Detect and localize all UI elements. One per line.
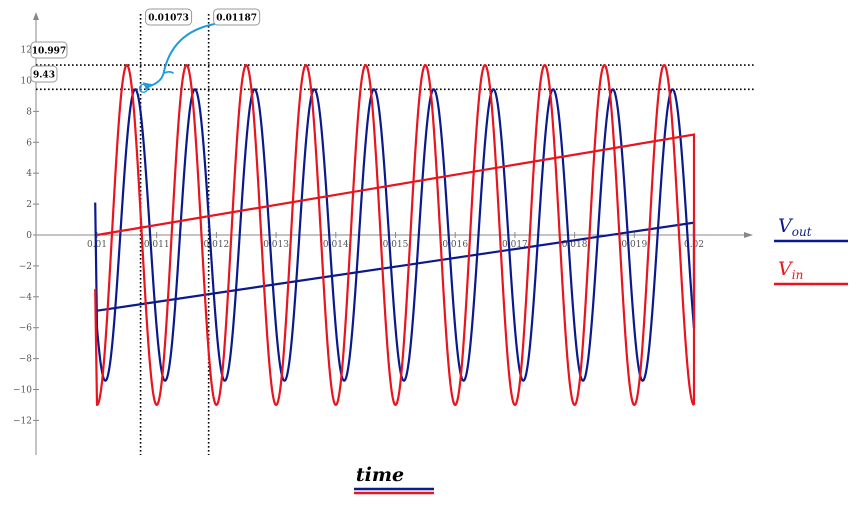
readout-markers xyxy=(36,14,756,455)
y-tick-label: −12 xyxy=(13,416,32,426)
legend-vout-label: Vout xyxy=(778,215,812,239)
y-tick-label: −2 xyxy=(19,262,32,272)
annotation-arrow-stroke xyxy=(163,71,175,75)
y-tick-label: −4 xyxy=(19,293,33,303)
x-axis-label: time xyxy=(354,464,434,495)
series-vout-ramp xyxy=(96,221,696,328)
readout-label-y1: 10.997 xyxy=(32,47,66,57)
annotation-point-marker xyxy=(138,83,149,94)
legend-vin-label: Vin xyxy=(778,258,803,282)
y-tick-label: −8 xyxy=(19,355,33,365)
x-tick-label: 0.012 xyxy=(204,240,230,250)
readout-label-x2-box xyxy=(213,8,261,26)
readout-label-y2: 9.43 xyxy=(33,71,55,81)
y-tick-label: 12 xyxy=(21,46,32,56)
readout-labels: 0.01073 0.01187 10.997 9.43 xyxy=(30,8,261,83)
y-tick-label: −10 xyxy=(13,386,32,396)
y-tick-label: 0 xyxy=(26,231,32,241)
y-tick-label: −6 xyxy=(19,324,33,334)
x-tick-label: 0.016 xyxy=(442,240,468,250)
readout-label-x2: 0.01187 xyxy=(216,14,257,24)
x-tick-label: 0.013 xyxy=(263,240,289,250)
y-tick-label: 10 xyxy=(21,77,33,87)
y-tick-label: 2 xyxy=(26,200,32,210)
series-vin-ramp xyxy=(96,133,696,405)
tick-labels: −12 −10 −8 −6 −4 −2 0 2 4 6 8 10 12 0.01 0.011 0.012 0.0… xyxy=(13,46,704,427)
series-vout-sine xyxy=(94,88,696,382)
x-tick-label: 0.014 xyxy=(323,240,349,250)
annotation-arrow-curve xyxy=(162,23,215,74)
y-tick-label: 8 xyxy=(26,107,32,117)
x-tick-label: 0.018 xyxy=(562,240,588,250)
readout-label-y2-box xyxy=(30,65,58,83)
series-lines xyxy=(94,63,696,406)
y-tick-label: 4 xyxy=(26,169,32,179)
x-tick-label: 0.01 xyxy=(87,240,107,250)
annotation-arrow xyxy=(138,23,215,94)
x-tick-label: 0.015 xyxy=(383,240,409,250)
readout-label-y1-box xyxy=(30,41,68,59)
x-tick-label: 0.017 xyxy=(502,240,528,250)
y-axis-arrowhead xyxy=(33,12,39,20)
readout-label-x1-box xyxy=(145,8,193,26)
x-axis-title: time xyxy=(356,464,404,486)
y-tick-label: 6 xyxy=(26,138,32,148)
x-tick-label: 0.019 xyxy=(621,240,647,250)
legend: Vout Vin xyxy=(774,215,848,286)
x-tick-label: 0.011 xyxy=(144,240,170,250)
readout-label-x1: 0.01073 xyxy=(148,14,189,24)
x-axis-arrowhead xyxy=(744,232,753,238)
